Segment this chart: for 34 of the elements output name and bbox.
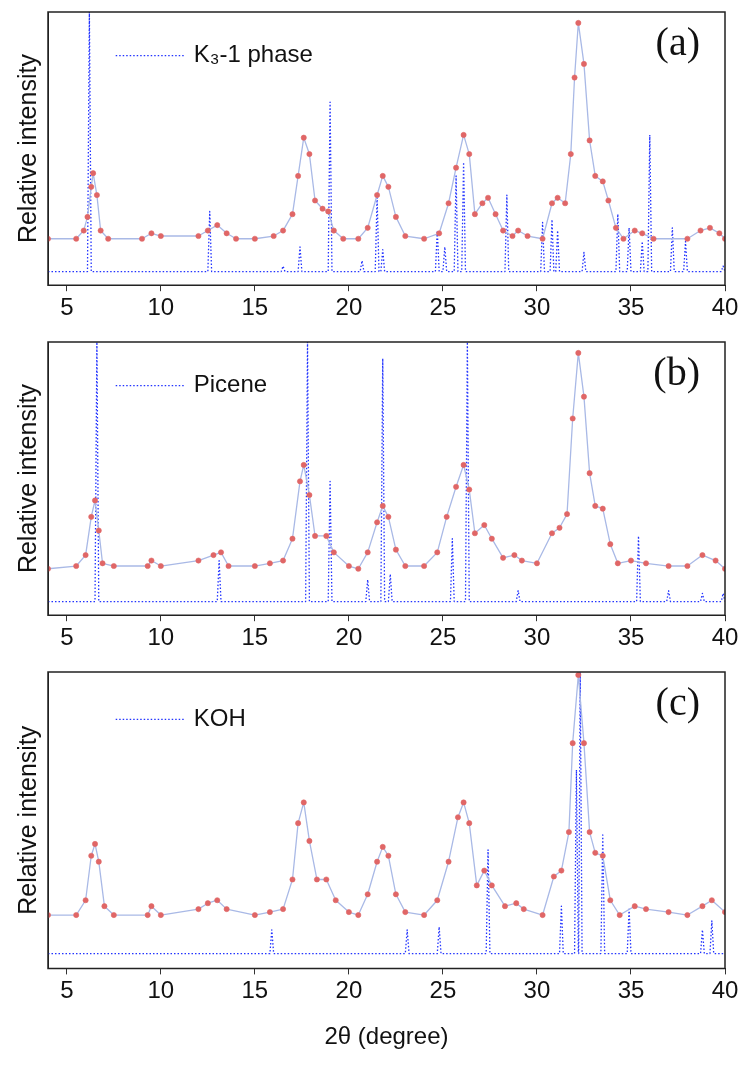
annotation: (c) [655, 678, 700, 724]
legend-label: Picene [193, 370, 268, 398]
x-tick-label: 15 [241, 976, 269, 1004]
x-tick-label: 30 [523, 623, 551, 651]
x-tick-label: 10 [147, 623, 175, 651]
x-tick-label: 15 [241, 293, 269, 321]
x-tick-label: 35 [617, 976, 645, 1004]
legend-label: KOH [193, 704, 246, 732]
annotation: (b) [653, 348, 700, 394]
x-tick-label: 20 [335, 976, 363, 1004]
x-axis-title: 2θ (degree) [324, 1022, 449, 1050]
y-axis-title: Relative intensity [12, 725, 41, 915]
x-tick-label: 5 [60, 623, 74, 651]
x-tick-label: 30 [523, 293, 551, 321]
x-tick-label: 25 [429, 293, 457, 321]
x-tick-label: 10 [147, 976, 175, 1004]
y-axis-title: Relative intensity [12, 383, 41, 574]
x-tick-label: 35 [617, 293, 645, 321]
y-axis-title: Relative intensity [12, 53, 41, 244]
x-tick-label: 10 [147, 293, 175, 321]
x-tick-label: 35 [617, 623, 645, 651]
x-tick-label: 25 [429, 623, 457, 651]
x-tick-label: 5 [60, 976, 74, 1004]
x-tick-label: 5 [60, 293, 74, 321]
x-tick-label: 20 [335, 293, 363, 321]
x-tick-label: 40 [711, 623, 739, 651]
x-tick-label: 25 [429, 976, 457, 1004]
x-tick-label: 40 [711, 293, 739, 321]
x-tick-label: 30 [523, 976, 551, 1004]
x-tick-label: 40 [711, 976, 739, 1004]
legend-label: K₃-1 phase [193, 40, 313, 68]
annotation: (a) [655, 18, 700, 64]
x-tick-label: 20 [335, 623, 363, 651]
x-tick-label: 15 [241, 623, 269, 651]
